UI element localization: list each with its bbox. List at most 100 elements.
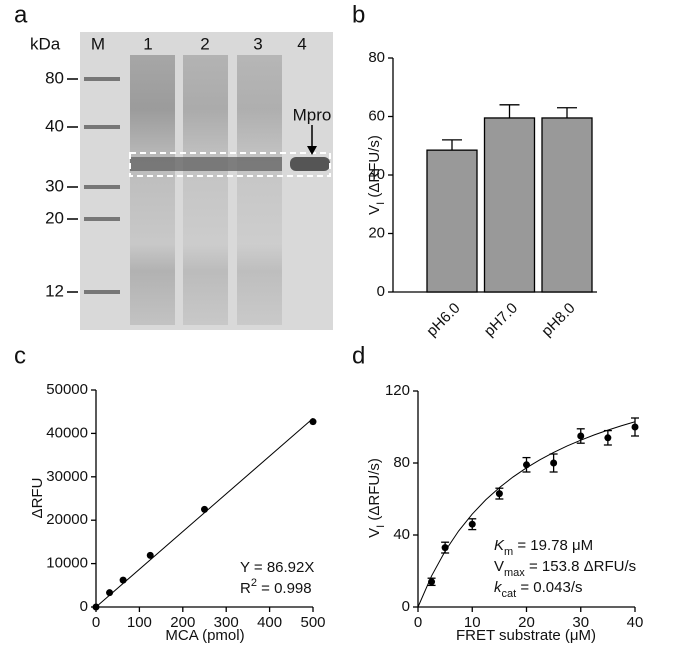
gel-lane — [237, 55, 282, 325]
panel-label: b — [352, 1, 365, 28]
y-tick-label: 40 — [368, 166, 385, 183]
marker-label: 30 — [45, 176, 64, 195]
annotation-rest: = 153.8 ΔRFU/s — [525, 558, 636, 575]
gel-lane — [130, 55, 175, 325]
x-tick-label: 30 — [572, 614, 589, 631]
y-tick-label: 80 — [368, 49, 385, 66]
x-tick-label: 0 — [414, 614, 422, 631]
point — [106, 589, 114, 597]
y-axis-label-sub: I — [375, 202, 387, 205]
arrow-head — [307, 146, 317, 155]
x-tick-label: 0 — [92, 614, 100, 631]
y-tick-label: 0 — [402, 598, 410, 615]
gel-band — [130, 157, 282, 171]
annotation-sub: m — [504, 546, 513, 558]
x-tick-label: pH6.0 — [423, 300, 463, 340]
y-tick-label: 0 — [80, 598, 88, 615]
gel-band — [290, 157, 330, 171]
y-axis-label-main: ΔRFU — [29, 478, 46, 519]
y-tick-label: 0 — [377, 283, 385, 300]
annotation-main: K — [494, 537, 505, 554]
marker-label: 80 — [45, 68, 64, 87]
y-tick-label: 50000 — [46, 381, 88, 398]
point — [550, 459, 558, 467]
annotation: Km = 19.78 μM — [494, 537, 593, 558]
point — [577, 432, 585, 440]
annotation-rest: = 19.78 μM — [513, 537, 593, 554]
lane-label: 4 — [297, 34, 306, 53]
y-tick-label: 40 — [393, 526, 410, 543]
point — [119, 576, 127, 584]
lane-label: 3 — [253, 34, 262, 53]
x-tick-label: 100 — [127, 614, 152, 631]
x-tick-label: pH8.0 — [538, 300, 578, 340]
y-axis-label-main: V — [366, 528, 383, 538]
gel-lane — [183, 55, 228, 325]
y-tick-label: 20000 — [46, 511, 88, 528]
annotation: Vmax = 153.8 ΔRFU/s — [494, 558, 636, 579]
point — [631, 423, 639, 431]
bar — [483, 117, 536, 293]
annotation-main: R — [240, 580, 251, 597]
marker-label: 40 — [45, 116, 64, 135]
point — [441, 544, 449, 552]
y-tick-label: 80 — [393, 454, 410, 471]
annotation-sup: 2 — [251, 577, 257, 589]
y-axis-label-sub: I — [375, 525, 387, 528]
annotation-rest: = 0.998 — [257, 580, 312, 597]
y-axis-label-main: V — [366, 205, 383, 215]
y-tick-label: 120 — [385, 382, 410, 399]
x-tick-label: 300 — [214, 614, 239, 631]
annotation: Y = 86.92X — [240, 559, 314, 576]
x-tick-label: 500 — [300, 614, 325, 631]
y-axis-label: ΔRFU — [29, 478, 46, 519]
y-tick-label: 20 — [368, 224, 385, 241]
point — [201, 505, 208, 513]
point — [92, 603, 100, 611]
y-tick-label: 30000 — [46, 468, 88, 485]
x-tick-label: 20 — [518, 614, 535, 631]
annotation-main: k — [494, 579, 503, 596]
marker-label: 12 — [45, 281, 64, 300]
panel-label: c — [14, 342, 26, 369]
y-tick-label: 10000 — [46, 555, 88, 572]
bar — [426, 149, 478, 293]
annotation-main: Y = 86.92X — [240, 559, 314, 576]
marker-band — [84, 217, 120, 221]
marker-band — [84, 77, 120, 81]
y-axis-label-rest: (ΔRFU/s) — [366, 458, 383, 525]
annotation: kcat = 0.043/s — [494, 579, 583, 600]
annotation: R2 = 0.998 — [240, 577, 312, 597]
lane-label: 1 — [143, 34, 152, 53]
point — [309, 418, 317, 426]
point — [523, 461, 530, 469]
gel-annotation: Mpro — [293, 105, 332, 124]
panel-label: d — [352, 342, 365, 369]
marker-band — [84, 185, 120, 189]
y-axis-label: VI (ΔRFU/s) — [366, 135, 387, 215]
gel — [80, 32, 333, 330]
point — [604, 434, 612, 442]
x-tick-label: 400 — [257, 614, 282, 631]
panel-label: a — [14, 1, 28, 28]
lane-label: M — [91, 34, 105, 53]
highlight-box — [129, 152, 331, 177]
marker-band — [84, 125, 120, 129]
point — [146, 551, 154, 559]
point — [428, 578, 436, 586]
x-tick-label: 200 — [170, 614, 195, 631]
x-tick-label: pH7.0 — [481, 300, 521, 340]
bar — [541, 117, 593, 293]
annotation-main: V — [494, 558, 504, 575]
x-tick-label: 40 — [627, 614, 644, 631]
y-axis-label: VI (ΔRFU/s) — [366, 458, 387, 538]
annotation-sub: max — [504, 567, 525, 579]
point — [495, 490, 503, 498]
marker-band — [84, 290, 120, 294]
x-tick-label: 10 — [464, 614, 481, 631]
marker-label: 20 — [45, 208, 64, 227]
point — [468, 520, 476, 528]
x-axis-label: MCA (pmol) — [165, 627, 244, 644]
y-tick-label: 40000 — [46, 424, 88, 441]
